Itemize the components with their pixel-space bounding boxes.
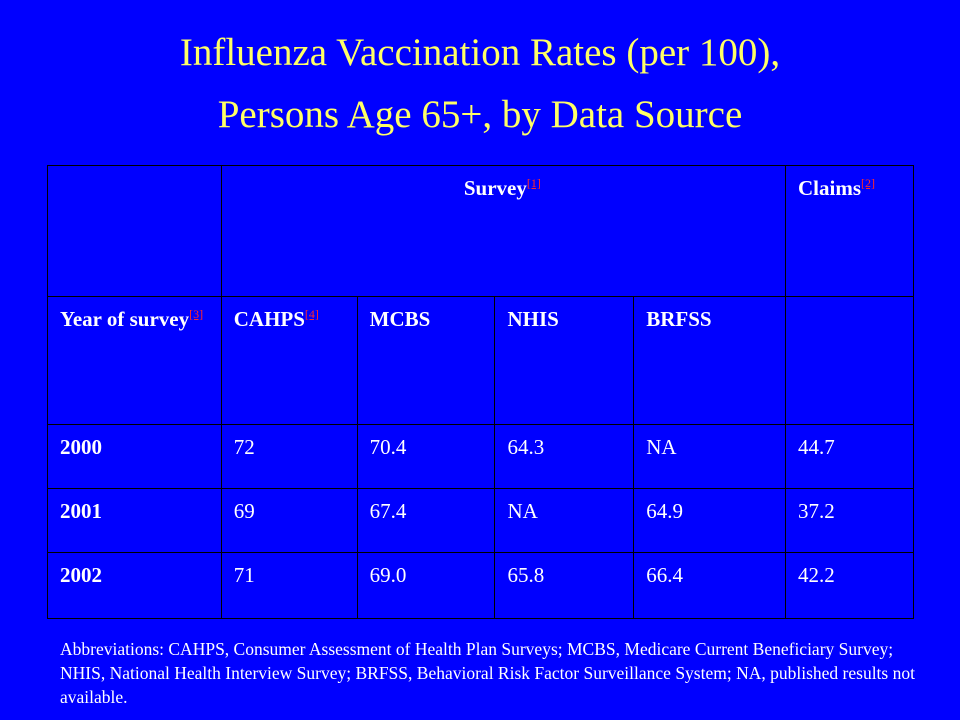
claims-footnote-link[interactable]: [2] [861,176,876,190]
year-header-cell: Year of survey[3] [47,296,222,425]
brfss-cell: NA [633,424,787,489]
claims-cell: 37.2 [785,488,914,553]
claims-cell: 44.7 [785,424,914,489]
brfss-cell: 66.4 [633,552,787,619]
year-cell: 2002 [47,552,222,619]
nhis-header-cell: NHIS [494,296,635,425]
empty-header-cell [47,165,222,297]
year-cell: 2000 [47,424,222,489]
survey-label: Survey [463,176,527,200]
nhis-cell: 65.8 [494,552,635,619]
table-row: 2001 69 67.4 NA 64.9 37.2 [47,488,914,553]
table-row: 2000 72 70.4 64.3 NA 44.7 [47,424,914,489]
table-header-row-sources: Survey[1] Claims[2] [47,165,914,297]
cahps-footnote-link[interactable]: [4] [304,307,319,321]
claims-label: Claims [798,176,862,200]
mcbs-header-cell: MCBS [356,296,496,425]
title-line-1: Influenza Vaccination Rates (per 100), [179,31,781,74]
nhis-cell: NA [494,488,635,553]
nhis-cell: 64.3 [494,424,635,489]
slide-title: Influenza Vaccination Rates (per 100), P… [0,22,960,146]
table-header-row-columns: Year of survey[3] CAHPS[4] MCBS NHIS BRF… [47,296,914,425]
empty-claims-subheader-cell [785,296,914,425]
mcbs-cell: 67.4 [356,488,496,553]
year-footnote-link[interactable]: [3] [189,307,204,321]
year-label: Year of survey [60,307,190,331]
table-row: 2002 71 69.0 65.8 66.4 42.2 [47,552,914,619]
cahps-cell: 71 [220,552,358,619]
brfss-header-cell: BRFSS [633,296,787,425]
mcbs-cell: 69.0 [356,552,496,619]
survey-header-cell: Survey[1] [220,165,787,297]
cahps-header-cell: CAHPS[4] [220,296,358,425]
claims-header-cell: Claims[2] [785,165,914,297]
vaccination-rates-table: Survey[1] Claims[2] Year of survey[3] CA… [47,165,914,619]
claims-cell: 42.2 [785,552,914,619]
abbreviations-footnote: Abbreviations: CAHPS, Consumer Assessmen… [60,639,915,707]
cahps-cell: 72 [220,424,358,489]
mcbs-cell: 70.4 [356,424,496,489]
cahps-cell: 69 [220,488,358,553]
survey-footnote-link[interactable]: [1] [526,176,541,190]
title-line-2: Persons Age 65+, by Data Source [217,93,743,136]
year-cell: 2001 [47,488,222,553]
brfss-cell: 64.9 [633,488,787,553]
cahps-label: CAHPS [233,307,305,331]
